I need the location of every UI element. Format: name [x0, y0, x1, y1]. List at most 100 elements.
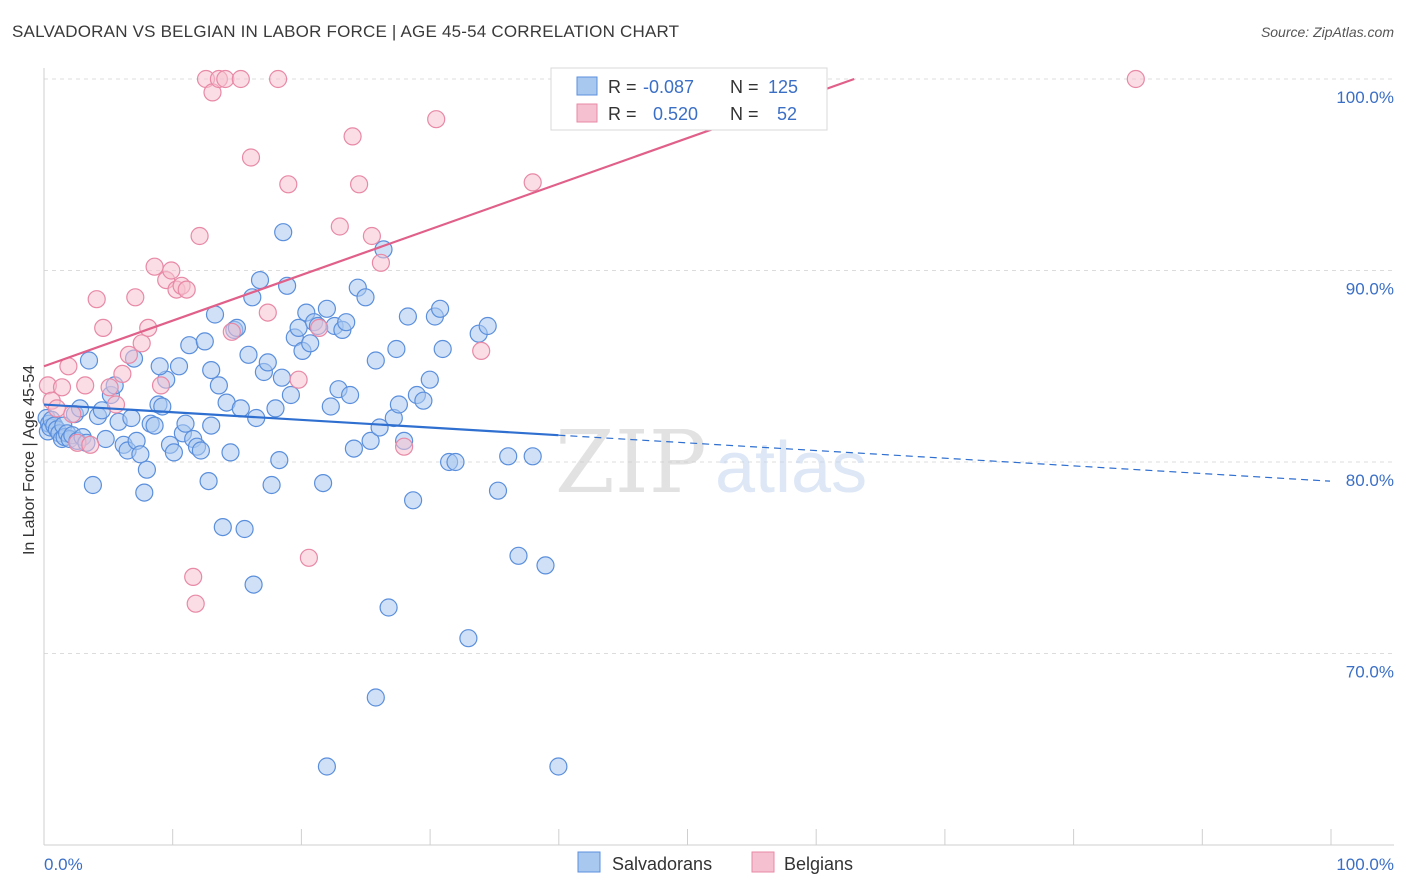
belgian-point [76, 376, 95, 395]
salvadoran-point [231, 399, 250, 418]
belgian-point [162, 261, 181, 280]
salvadorans-points [37, 223, 568, 776]
salvadoran-point [135, 483, 154, 502]
watermark-zip: ZIP [555, 413, 707, 513]
salvadoran-point [404, 491, 423, 510]
salvadoran-point [499, 447, 518, 466]
belgian-point [371, 253, 390, 272]
belgian-point [47, 399, 67, 418]
salvadoran-point [180, 336, 199, 355]
salvadoran-point [379, 598, 398, 617]
salvadoran-point [235, 519, 254, 539]
salvadoran-point [221, 443, 240, 462]
salvadoran-point [356, 288, 375, 307]
bottom-legend-swatch-salvadorans [577, 851, 601, 873]
belgian-point [269, 69, 288, 89]
salvadoran-point [389, 395, 408, 414]
salvadoran-point [274, 223, 293, 242]
belgian-point [113, 364, 132, 383]
belgian-point [151, 376, 171, 395]
belgian-point [216, 69, 235, 89]
legend-r-value-salvadorans: -0.087 [643, 77, 694, 97]
salvadoran-point [164, 443, 183, 462]
belgian-point [222, 322, 241, 341]
salvadoran-point [366, 688, 385, 707]
salvadoran-point [244, 575, 263, 594]
legend-n-label-salvadorans: N = [730, 77, 759, 97]
salvadoran-point [289, 318, 308, 337]
salvadoran-point [169, 357, 189, 376]
belgian-point [119, 345, 138, 364]
y-tick-label: 80.0% [1346, 471, 1394, 490]
belgian-point [350, 175, 369, 194]
salvadoran-point [131, 445, 150, 464]
salvadoran-point [239, 345, 258, 364]
salvadoran-point [488, 481, 508, 500]
salvadoran-point [446, 452, 465, 472]
salvadoran-point [314, 474, 333, 493]
salvadoran-point [387, 339, 406, 359]
salvadoran-point [202, 416, 221, 435]
salvadoran-point [536, 556, 555, 575]
salvadoran-point [262, 475, 281, 495]
bottom-legend-swatch-belgians [751, 851, 775, 873]
legend-n-value-salvadorans: 125 [768, 77, 798, 97]
belgian-point [231, 69, 250, 89]
salvadoran-point [414, 391, 433, 410]
y-axis-label: In Labor Force | Age 45-54 [21, 365, 38, 555]
belgian-point [258, 303, 277, 322]
salvadoran-point [191, 441, 210, 460]
salvadoran-point [341, 385, 360, 405]
salvadoran-point [250, 271, 270, 290]
series-legend: Salvadorans Belgians [577, 851, 853, 874]
belgian-point [472, 341, 491, 360]
belgian-point [106, 395, 126, 414]
belgian-point [52, 378, 72, 397]
salvadoran-point [122, 408, 141, 428]
salvadorans-trend-line [43, 403, 559, 437]
salvadorans-trend-extension [558, 434, 1331, 482]
salvadoran-point [523, 447, 542, 466]
salvadoran-point [361, 431, 380, 450]
salvadoran-point [317, 299, 336, 318]
source-label: Source: ZipAtlas.com [1260, 24, 1394, 40]
legend-swatch-belgians [576, 103, 598, 123]
belgian-point [186, 594, 205, 613]
salvadoran-point [199, 472, 218, 491]
belgian-point [523, 173, 542, 192]
salvadoran-point [83, 475, 103, 495]
salvadoran-point [176, 414, 195, 433]
belgian-point [395, 437, 414, 456]
salvadoran-point [213, 517, 232, 537]
chart-title: SALVADORAN VS BELGIAN IN LABOR FORCE | A… [12, 22, 680, 41]
y-tick-label: 90.0% [1346, 280, 1394, 299]
belgian-point [310, 318, 329, 337]
salvadoran-point [459, 629, 478, 648]
salvadoran-point [195, 332, 214, 351]
salvadoran-point [321, 397, 340, 416]
belgian-point [132, 334, 151, 353]
bottom-legend-salvadorans: Salvadorans [612, 854, 712, 874]
belgian-point [1126, 69, 1145, 89]
salvadoran-point [202, 361, 221, 380]
salvadoran-point [344, 439, 363, 458]
zipatlas-watermark: ZIP atlas [555, 413, 867, 513]
x-tick-label-min: 0.0% [44, 855, 83, 874]
salvadoran-point [398, 307, 417, 326]
belgian-point [184, 567, 203, 587]
salvadoran-point [366, 351, 385, 370]
salvadoran-point [509, 546, 528, 565]
legend-n-label-belgians: N = [730, 104, 759, 124]
belgian-point [362, 226, 381, 246]
salvadoran-point [301, 334, 320, 353]
salvadoran-point [281, 385, 300, 405]
belgian-point [126, 288, 145, 307]
bottom-legend-belgians: Belgians [784, 854, 853, 874]
belgian-point [279, 175, 298, 194]
salvadoran-point [433, 339, 452, 359]
salvadoran-point [137, 460, 156, 479]
belgian-point [427, 110, 446, 129]
belgian-point [343, 127, 362, 146]
salvadoran-point [266, 399, 285, 418]
